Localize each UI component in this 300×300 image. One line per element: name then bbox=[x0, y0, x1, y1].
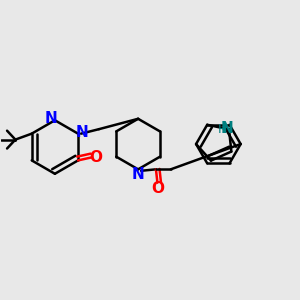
Text: H: H bbox=[218, 123, 227, 136]
Text: N: N bbox=[220, 121, 233, 136]
Text: O: O bbox=[89, 150, 102, 165]
Text: O: O bbox=[151, 181, 164, 196]
Text: N: N bbox=[75, 125, 88, 140]
Text: N: N bbox=[132, 167, 145, 182]
Text: N: N bbox=[45, 111, 58, 126]
